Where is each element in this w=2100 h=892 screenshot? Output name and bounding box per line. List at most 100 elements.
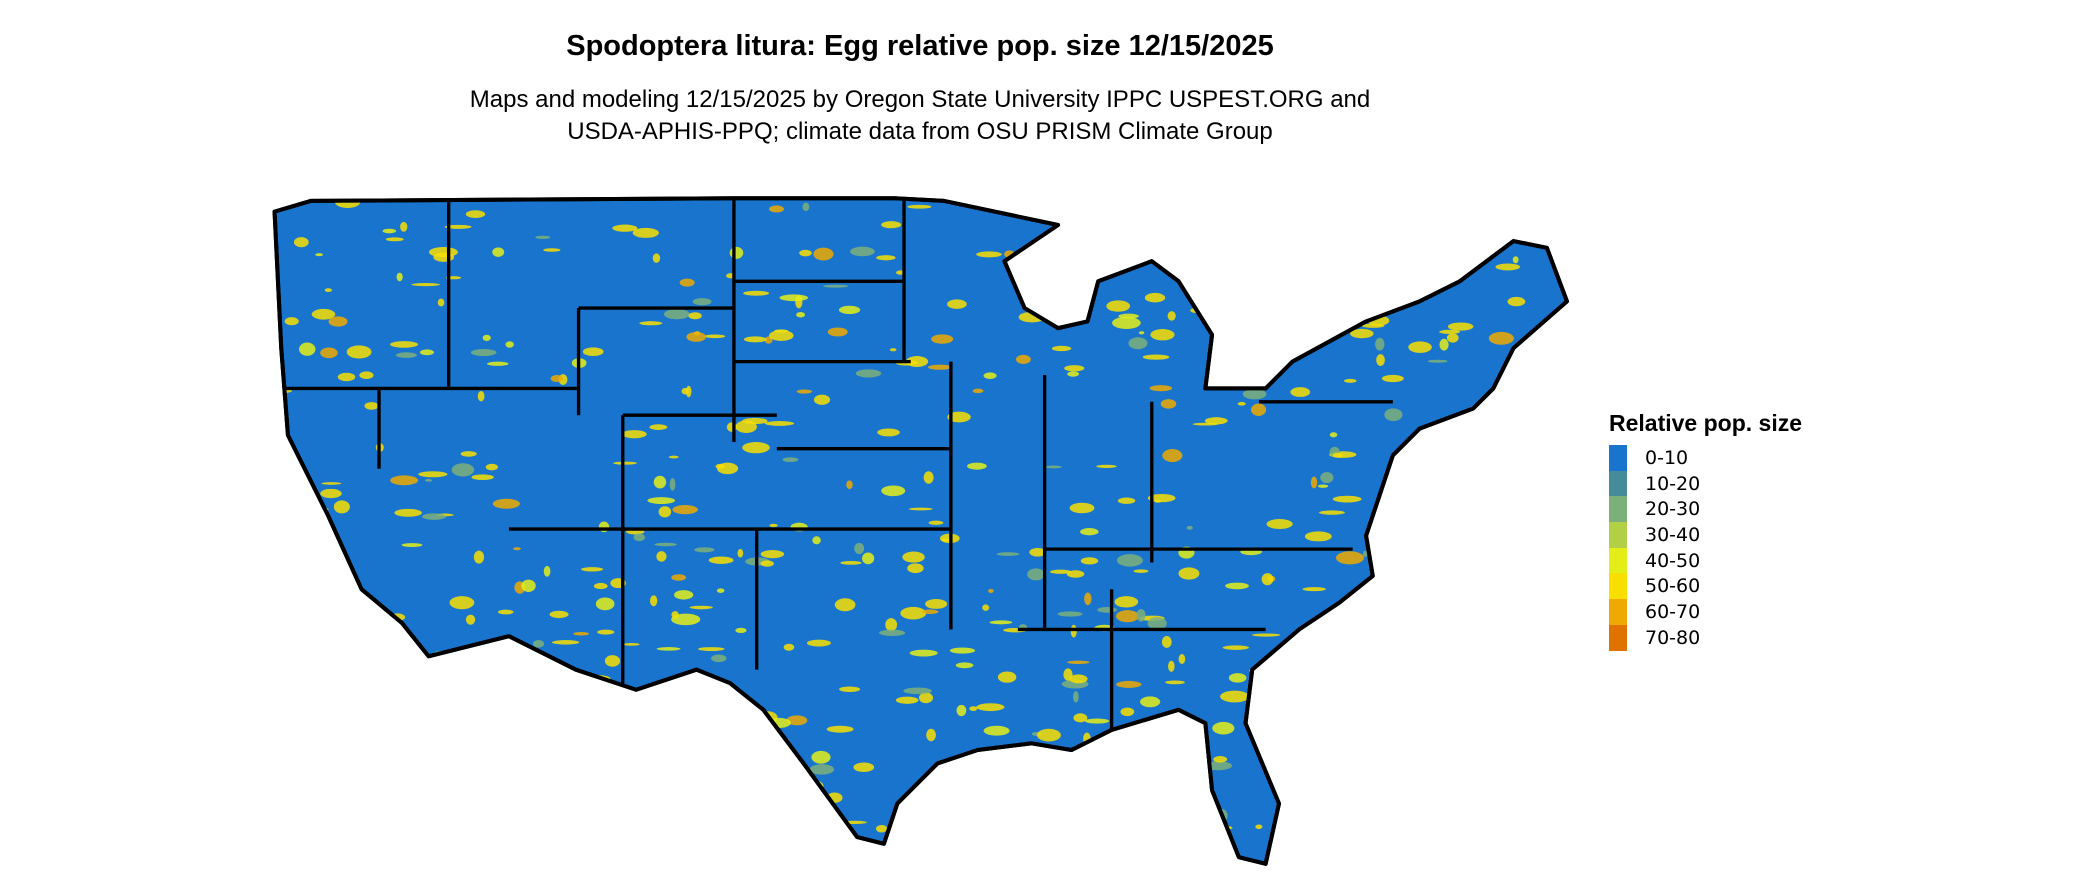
patch [1228, 255, 1241, 263]
patch [1184, 722, 1198, 736]
patch [487, 361, 509, 366]
patch [444, 224, 472, 229]
patch [275, 829, 301, 840]
patch [1539, 341, 1559, 352]
patch [1500, 776, 1526, 790]
patch [799, 249, 812, 257]
legend-swatch [1609, 573, 1627, 600]
patch [1450, 850, 1471, 855]
patch [1464, 573, 1486, 579]
patch [595, 597, 615, 611]
patch [1384, 408, 1403, 422]
patch [969, 706, 978, 712]
patch [1266, 519, 1293, 530]
patch [1376, 354, 1385, 366]
patch [1437, 675, 1459, 688]
patch [1501, 502, 1532, 514]
patch [382, 228, 397, 234]
patch [1067, 660, 1090, 664]
patch [1290, 742, 1297, 748]
patch [385, 237, 404, 242]
patch [656, 551, 667, 562]
patch [846, 480, 853, 490]
legend-item: 50-60 [1609, 573, 1802, 600]
patch [1283, 263, 1311, 275]
patch [1049, 569, 1072, 574]
patch [1178, 654, 1186, 665]
patch [497, 609, 514, 615]
patch [671, 574, 687, 581]
patch [698, 647, 725, 651]
patch [1342, 768, 1371, 775]
patch [482, 334, 491, 342]
patch [1359, 786, 1382, 795]
patch [949, 647, 976, 654]
patch [947, 299, 967, 309]
patch [685, 385, 692, 398]
patch [853, 762, 875, 772]
patch [1112, 316, 1141, 330]
patch [1332, 495, 1362, 503]
patch [313, 749, 322, 756]
patch [775, 743, 786, 751]
patch [1364, 626, 1394, 633]
patch [1400, 525, 1426, 531]
patch [735, 420, 757, 434]
patch [686, 332, 707, 342]
patch [465, 614, 476, 625]
patch [947, 411, 971, 423]
legend-label: 10-20 [1645, 472, 1701, 495]
patch [967, 462, 987, 470]
patch [1066, 570, 1085, 578]
patch [597, 629, 615, 635]
patch [465, 210, 486, 218]
patch [1371, 733, 1397, 745]
patch [907, 563, 924, 574]
patch [328, 316, 348, 327]
patch [374, 687, 394, 692]
patch [1317, 484, 1329, 488]
patch [931, 334, 954, 344]
patch [1299, 844, 1320, 854]
patch [743, 290, 770, 296]
legend-swatch [1609, 445, 1627, 471]
legend-item: 70-80 [1609, 624, 1802, 651]
patch [1454, 532, 1463, 538]
patch [416, 733, 426, 746]
patch [359, 371, 374, 379]
patch [621, 752, 642, 761]
legend-swatch [1609, 547, 1627, 574]
patch [1507, 838, 1516, 849]
patch [921, 609, 939, 614]
patch [983, 372, 997, 379]
patch [1113, 247, 1133, 261]
patch [1302, 587, 1326, 592]
legend-item: 10-20 [1609, 470, 1802, 497]
patch [656, 647, 681, 651]
patch [1495, 722, 1517, 731]
patch [633, 533, 646, 542]
legend-title: Relative pop. size [1609, 410, 1803, 436]
patch [1363, 846, 1392, 858]
patch [646, 766, 661, 776]
patch [451, 463, 475, 477]
patch [961, 780, 970, 786]
patch [918, 692, 934, 704]
patch [1053, 770, 1062, 779]
patch [1140, 696, 1161, 708]
patch [537, 702, 545, 707]
patch [928, 520, 944, 525]
patch [1410, 675, 1416, 685]
patch [689, 605, 713, 610]
patch [838, 305, 861, 315]
patch [449, 596, 475, 610]
patch [1147, 617, 1167, 630]
patch [1371, 261, 1390, 269]
patch [671, 613, 701, 626]
patch [1027, 568, 1045, 581]
patch [1548, 849, 1559, 857]
patch [1340, 705, 1368, 716]
patch [1430, 758, 1454, 765]
patch [1251, 403, 1267, 416]
patch [1212, 721, 1235, 735]
